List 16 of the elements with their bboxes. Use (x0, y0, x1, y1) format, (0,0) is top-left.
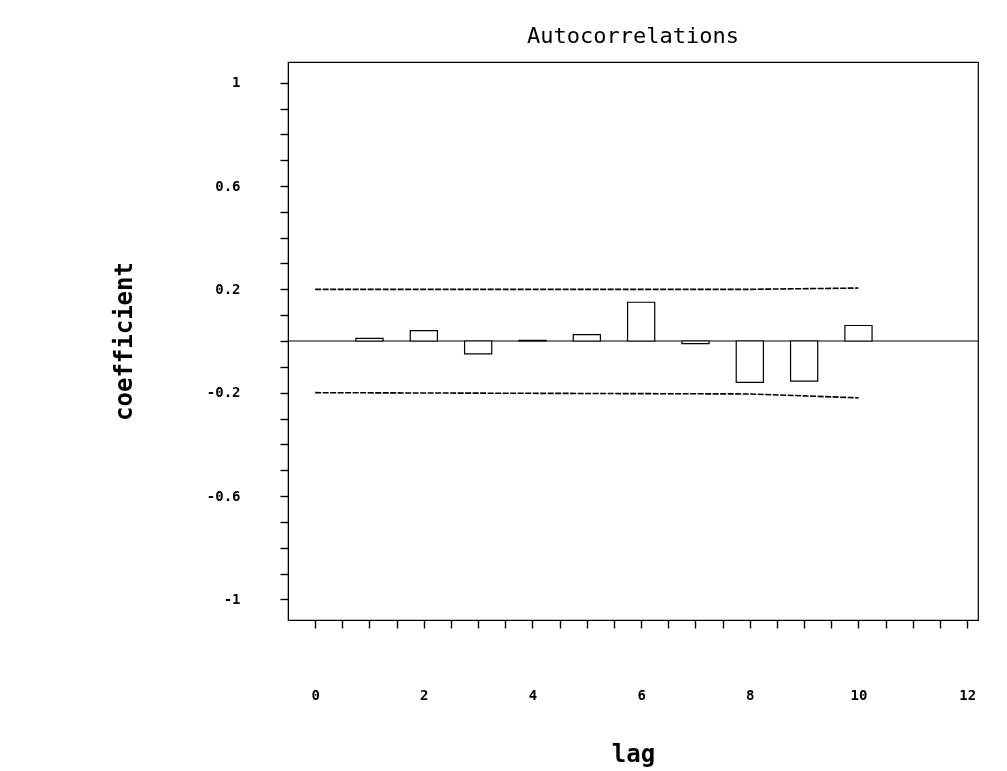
x-tick-label: 4 (528, 686, 538, 703)
y-tick-label: -0.2 (206, 384, 241, 401)
x-tick-label: 12 (959, 686, 977, 703)
y-axis-title: coefficient (109, 262, 138, 421)
x-axis-title: lag (611, 739, 656, 768)
y-tick-label: -1 (223, 590, 241, 607)
y-tick-label: 0.6 (215, 177, 241, 194)
y-tick-label: 1 (232, 74, 241, 91)
x-tick-label: 8 (746, 686, 755, 703)
y-tick-label: -0.6 (206, 487, 241, 504)
y-tick-label: 0.2 (215, 280, 241, 297)
x-tick-label: 0 (311, 686, 320, 703)
chart-title: Autocorrelations (527, 23, 739, 48)
x-tick-label: 2 (420, 686, 429, 703)
x-tick-label: 10 (850, 686, 868, 703)
x-tick-label: 6 (637, 686, 646, 703)
